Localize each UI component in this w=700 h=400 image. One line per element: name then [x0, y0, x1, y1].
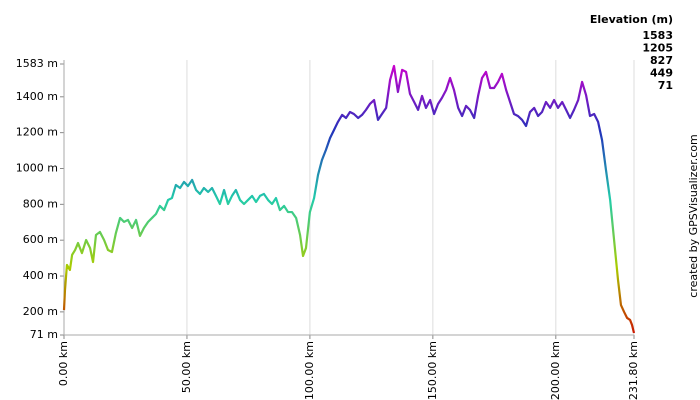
elevation-line: [62, 64, 636, 334]
x-tick-label: 200.00 km: [549, 341, 562, 400]
y-tick-label: 200 m: [23, 305, 58, 318]
x-tick-label: 150.00 km: [426, 341, 439, 400]
y-tick-label: 800 m: [23, 197, 58, 210]
y-tick-label: 1000 m: [16, 161, 58, 174]
y-tick-label: 1583 m: [16, 57, 58, 70]
y-tick-label: 400 m: [23, 269, 58, 282]
legend-value: 1205: [642, 42, 673, 55]
legend-value: 449: [650, 67, 673, 80]
y-tick-label: 600 m: [23, 233, 58, 246]
y-tick-label: 1200 m: [16, 126, 58, 139]
legend-value: 1583: [642, 29, 673, 42]
x-tick-label: 50.00 km: [180, 341, 193, 393]
x-tick-label: 231.80 km: [627, 341, 640, 400]
credit: created by GPSVisualizer.com: [687, 134, 700, 297]
legend-value: 827: [650, 54, 673, 67]
legend-value: 71: [658, 79, 673, 92]
x-tick-label: 100.00 km: [303, 341, 316, 400]
y-tick-label: 71 m: [30, 328, 58, 341]
x-tick-label: 0.00 km: [57, 341, 70, 386]
y-tick-label: 1400 m: [16, 90, 58, 103]
legend-title: Elevation (m): [590, 13, 673, 26]
